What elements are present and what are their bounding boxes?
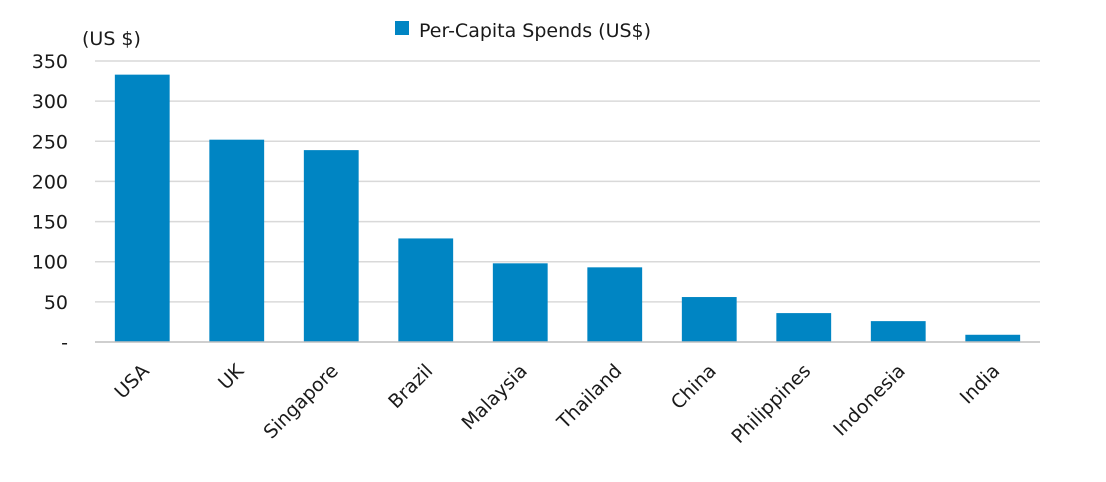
x-tick-label: USA	[110, 360, 153, 403]
x-tick-label: Thailand	[552, 360, 626, 434]
legend-label: Per-Capita Spends (US$)	[419, 20, 651, 42]
bar-philippines	[776, 313, 832, 342]
bar-india	[965, 334, 1021, 342]
legend-swatch	[395, 21, 409, 35]
y-tick-label: 50	[44, 292, 68, 314]
bar-usa	[114, 74, 170, 343]
x-tick-label: Malaysia	[458, 360, 532, 434]
bar-uk	[209, 139, 265, 342]
x-tick-label: China	[667, 360, 721, 414]
y-tick-label: 250	[32, 131, 68, 153]
y-tick-label: 150	[32, 212, 68, 234]
legend: Per-Capita Spends (US$)	[395, 20, 651, 42]
x-tick-label: Indonesia	[829, 360, 910, 441]
bar-indonesia	[870, 321, 926, 342]
bar-thailand	[587, 267, 643, 342]
bar-brazil	[398, 238, 454, 342]
x-tick-label: Philippines	[727, 360, 815, 448]
bar-malaysia	[492, 263, 548, 342]
labels: (US $) - 50 100 150 200 250 300 350 USA UK Singapo…	[32, 28, 1005, 448]
bars	[114, 74, 1021, 343]
y-tick-label: -	[61, 332, 68, 354]
y-tick-label: 100	[32, 252, 68, 274]
y-axis-unit-label: (US $)	[82, 28, 141, 50]
x-tick-label: Singapore	[259, 360, 342, 443]
bar-singapore	[303, 150, 359, 342]
x-tick-label: India	[956, 360, 1005, 409]
y-tick-label: 200	[32, 171, 68, 193]
bar-china	[681, 297, 737, 342]
x-tick-label: Brazil	[384, 360, 437, 413]
y-tick-label: 300	[32, 91, 68, 113]
x-tick-label: UK	[214, 360, 249, 395]
y-tick-label: 350	[32, 51, 68, 73]
